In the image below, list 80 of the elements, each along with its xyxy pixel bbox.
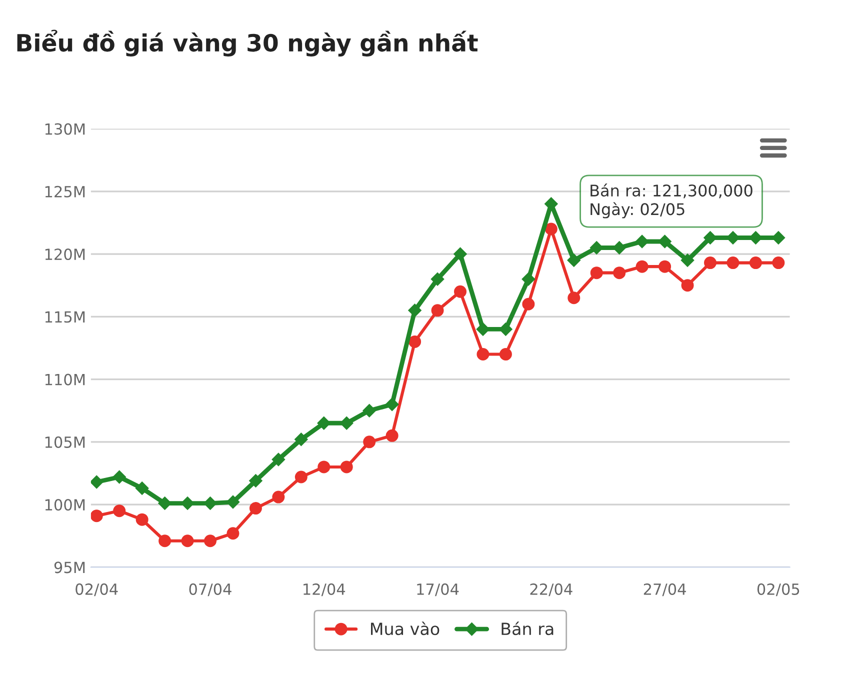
x-tick-label: 02/05: [757, 583, 800, 596]
point: [476, 322, 490, 336]
point: [294, 432, 308, 446]
point: [204, 496, 217, 510]
point: [772, 231, 786, 244]
point: [749, 231, 762, 244]
x-tick-label: 07/04: [189, 583, 232, 596]
point: [430, 272, 444, 286]
point: [226, 527, 240, 540]
point: [181, 534, 194, 548]
x-tick-label: 17/04: [417, 583, 459, 596]
point: [749, 256, 762, 270]
y-tick-label: 130M: [45, 123, 85, 135]
point: [272, 490, 285, 504]
point: [635, 234, 649, 248]
point: [772, 256, 785, 270]
point: [408, 304, 422, 317]
point: [340, 460, 353, 474]
point: [544, 197, 558, 211]
point: [681, 279, 694, 292]
y-tick-label: 105M: [45, 436, 85, 448]
point: [590, 266, 603, 280]
point: [113, 504, 126, 518]
point: [204, 534, 217, 548]
x-tick-label: 27/04: [644, 583, 686, 596]
point: [476, 348, 490, 360]
point: [386, 429, 398, 442]
point: [90, 475, 104, 489]
point: [636, 260, 648, 273]
point: [680, 254, 694, 267]
point: [408, 335, 422, 348]
point: [385, 398, 399, 411]
point: [112, 470, 126, 484]
point: [180, 496, 194, 510]
x-tick-label: 12/04: [304, 583, 346, 596]
point: [363, 436, 376, 448]
point: [317, 416, 330, 430]
point: [431, 304, 444, 317]
x-tick-label: 02/04: [76, 583, 118, 596]
point: [544, 222, 558, 236]
point: [499, 348, 512, 360]
y-tick-label: 110M: [45, 374, 85, 386]
point: [454, 247, 467, 261]
point: [249, 474, 262, 488]
y-tick-label: 115M: [45, 311, 85, 323]
point: [658, 234, 672, 248]
point: [590, 241, 604, 254]
point: [454, 285, 467, 298]
point: [135, 482, 149, 495]
point: [613, 266, 626, 280]
point: [90, 510, 103, 522]
legend-label: Bán ra: [502, 622, 554, 636]
chart-title: Biểu đồ giá vàng 30 ngày gần nhất: [17, 30, 478, 56]
point: [318, 460, 330, 474]
point: [704, 256, 716, 270]
point: [612, 241, 626, 254]
point: [726, 256, 740, 270]
point: [567, 254, 580, 267]
point: [568, 292, 580, 304]
point: [499, 322, 512, 336]
annotation: Bán ra: 121,300,000 Ngày: 02/05: [590, 184, 752, 218]
legend-label: Mua vào: [371, 622, 440, 636]
point: [658, 260, 672, 273]
y-tick-label: 120M: [45, 248, 85, 260]
point: [340, 416, 354, 430]
point: [522, 272, 536, 286]
y-tick-label: 100M: [45, 499, 85, 511]
point: [226, 495, 240, 509]
point: [158, 496, 172, 510]
point: [136, 513, 148, 526]
point: [272, 452, 286, 466]
x-tick-label: 22/04: [530, 583, 572, 596]
point: [522, 298, 535, 310]
y-tick-label: 95M: [54, 562, 85, 574]
point: [249, 502, 262, 515]
y-tick-label: 125M: [45, 186, 85, 198]
point: [704, 231, 717, 244]
point: [362, 404, 376, 418]
point: [158, 534, 172, 548]
point: [294, 470, 308, 484]
